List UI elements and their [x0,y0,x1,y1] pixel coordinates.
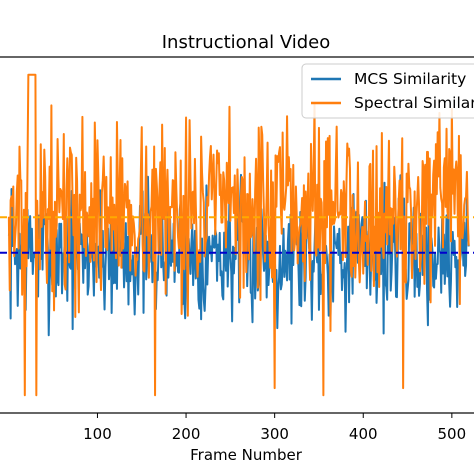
axes-frame [0,56,474,414]
x-axis: 100 200 300 400 500 [83,413,466,443]
x-tick-label-300: 300 [260,425,289,443]
x-tick-label-500: 500 [438,425,467,443]
x-tick-label-100: 100 [83,425,112,443]
x-tick-label-200: 200 [172,425,201,443]
legend-label-spectral: Spectral Similarity [354,94,474,112]
x-axis-label: Frame Number [190,446,303,464]
legend: MCS Similarity Spectral Similarity [301,63,474,119]
plot-area [0,73,474,397]
x-tick-label-400: 400 [349,425,378,443]
chart-title: Instructional Video [162,32,331,53]
legend-label-mcs: MCS Similarity [354,70,466,88]
legend-box [301,63,474,119]
series-line-spectral [7,73,470,397]
